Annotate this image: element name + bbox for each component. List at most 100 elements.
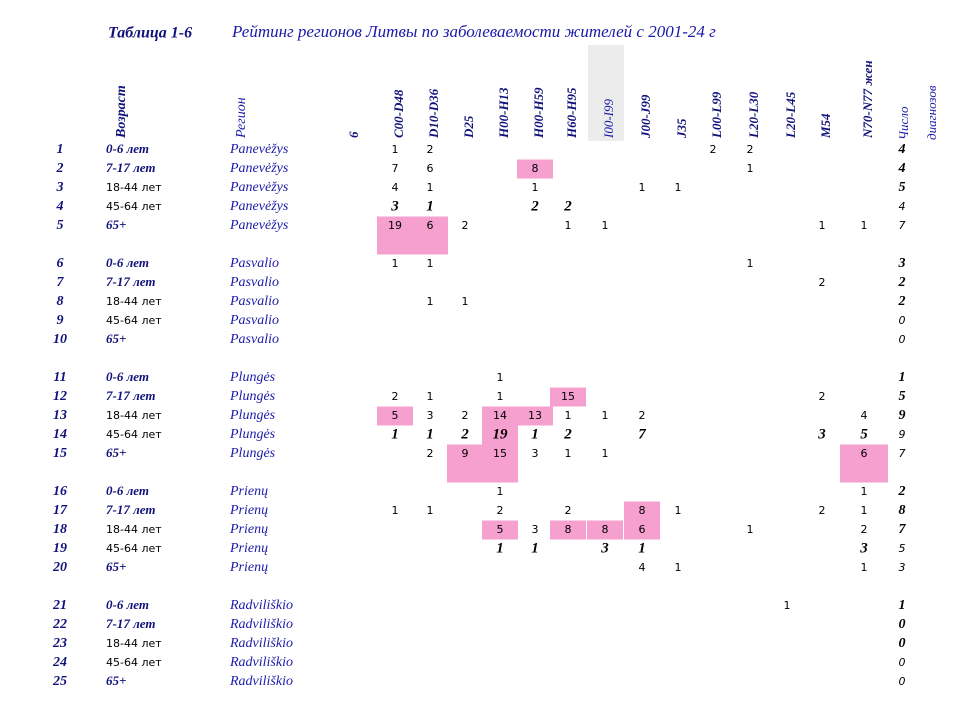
column-header: J00-J99 bbox=[638, 94, 653, 139]
age: 7-17 лет bbox=[106, 616, 155, 631]
cell-value: 3 bbox=[532, 523, 539, 536]
cell-value: 1 bbox=[532, 181, 539, 194]
age: 7-17 лет bbox=[106, 274, 155, 289]
total: 5 bbox=[899, 180, 906, 195]
region: Pasvalio bbox=[229, 275, 279, 290]
column-header: D25 bbox=[461, 115, 476, 139]
age: 45-64 лет bbox=[106, 656, 162, 669]
age: 7-17 лет bbox=[106, 502, 155, 517]
row-number: 17 bbox=[53, 503, 68, 518]
header-shade bbox=[588, 45, 624, 141]
cell-value: 2 bbox=[563, 426, 572, 442]
cell-value: 1 bbox=[819, 219, 826, 232]
age: 0-6 лет bbox=[106, 141, 149, 156]
row-number: 3 bbox=[56, 180, 64, 195]
highlight bbox=[447, 444, 483, 483]
cell-value: 2 bbox=[861, 523, 868, 536]
cell-value: 1 bbox=[427, 390, 434, 403]
total: 7 bbox=[899, 522, 907, 537]
cell-value: 13 bbox=[528, 409, 542, 422]
column-header: J35 bbox=[674, 118, 689, 139]
row-number: 4 bbox=[56, 199, 64, 214]
cell-value: 2 bbox=[819, 276, 826, 289]
cell-value: 2 bbox=[819, 390, 826, 403]
region: Pasvalio bbox=[229, 332, 279, 347]
cell-value: 1 bbox=[675, 561, 682, 574]
column-header: I00-I99 bbox=[601, 99, 616, 139]
cell-value: 1 bbox=[497, 371, 504, 384]
cell-value: 1 bbox=[747, 523, 754, 536]
age: 0-6 лет bbox=[106, 369, 149, 384]
total: 3 bbox=[899, 561, 906, 574]
highlight bbox=[840, 444, 888, 483]
region: Radviliškio bbox=[229, 617, 293, 632]
cell-value: 2 bbox=[639, 409, 646, 422]
region: Prienų bbox=[229, 541, 268, 556]
highlight bbox=[624, 520, 660, 540]
highlight bbox=[377, 406, 413, 426]
row-number: 19 bbox=[53, 541, 67, 556]
cell-value: 1 bbox=[392, 257, 399, 270]
cell-value: 1 bbox=[565, 447, 572, 460]
cell-value: 3 bbox=[427, 409, 434, 422]
cell-value: 6 bbox=[861, 447, 868, 460]
cell-value: 2 bbox=[462, 409, 469, 422]
age: 0-6 лет bbox=[106, 483, 149, 498]
column-header: N70-N77 жен bbox=[860, 60, 875, 139]
total: 0 bbox=[899, 333, 906, 346]
age: 65+ bbox=[106, 217, 126, 232]
cell-value: 3 bbox=[532, 447, 539, 460]
age: 18-44 лет bbox=[106, 181, 162, 194]
row-number: 2 bbox=[56, 161, 64, 176]
cell-value: 1 bbox=[602, 219, 609, 232]
row-number: 9 bbox=[57, 313, 64, 328]
row-number: 21 bbox=[52, 598, 67, 613]
total: 2 bbox=[898, 275, 906, 290]
age: 18-44 лет bbox=[106, 637, 162, 650]
total: 8 bbox=[899, 503, 906, 518]
region: Panevėžys bbox=[229, 199, 289, 214]
row-number: 23 bbox=[52, 636, 67, 651]
cell-value: 8 bbox=[639, 504, 646, 517]
cell-value: 8 bbox=[602, 523, 609, 536]
cell-value: 1 bbox=[531, 540, 539, 556]
cell-value: 2 bbox=[563, 198, 572, 214]
column-header: D10-D36 bbox=[426, 88, 441, 139]
region: Panevėžys bbox=[229, 161, 289, 176]
age: 0-6 лет bbox=[106, 597, 149, 612]
cell-value: 2 bbox=[530, 198, 539, 214]
region: Prienų bbox=[229, 484, 268, 499]
row-number: 14 bbox=[53, 427, 67, 442]
cell-value: 19 bbox=[388, 219, 402, 232]
cell-value: 5 bbox=[392, 409, 399, 422]
cell-value: 19 bbox=[493, 426, 509, 442]
cell-value: 2 bbox=[497, 504, 504, 517]
cell-value: 1 bbox=[496, 540, 504, 556]
row-number: 12 bbox=[53, 389, 67, 404]
row-number: 6 bbox=[57, 256, 64, 271]
highlight bbox=[377, 216, 413, 255]
total: 9 bbox=[899, 428, 906, 441]
age: 18-44 лет bbox=[106, 409, 162, 422]
highlight bbox=[550, 520, 586, 540]
age: 45-64 лет bbox=[106, 428, 162, 441]
cell-value: 1 bbox=[426, 426, 434, 442]
total: 9 bbox=[899, 408, 906, 423]
age: 0-6 лет bbox=[106, 255, 149, 270]
cell-value: 1 bbox=[426, 198, 434, 214]
cell-value: 1 bbox=[861, 561, 868, 574]
column-header: 6 bbox=[346, 131, 361, 138]
region: Plungės bbox=[229, 370, 276, 385]
cell-value: 1 bbox=[861, 485, 868, 498]
total: 7 bbox=[899, 219, 906, 232]
total: 0 bbox=[899, 617, 906, 632]
cell-value: 2 bbox=[747, 143, 754, 156]
cell-value: 1 bbox=[747, 162, 754, 175]
region: Plungės bbox=[229, 446, 276, 461]
cell-value: 15 bbox=[561, 390, 575, 403]
highlight bbox=[412, 216, 448, 255]
cell-value: 8 bbox=[565, 523, 572, 536]
cell-value: 4 bbox=[639, 561, 646, 574]
region: Radviliškio bbox=[229, 636, 293, 651]
